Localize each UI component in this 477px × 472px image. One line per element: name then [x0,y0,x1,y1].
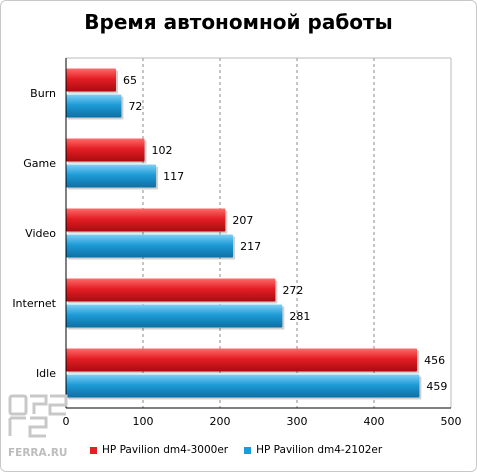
bars [66,68,422,400]
category-label-burn: Burn [30,87,56,100]
bar-internet-series-1 [66,278,276,302]
ferra-logo: FERRA.RU [8,394,68,459]
data-label-burn-2: 72 [128,100,142,113]
bar-burn-series-1 [66,68,117,92]
x-tick-0: 0 [63,415,70,428]
bar-idle-series-1 [66,348,418,372]
data-label-idle-1: 456 [424,354,445,367]
gridlines [66,57,452,409]
x-tick-200: 200 [210,415,231,428]
bar-game-series-1 [66,138,145,162]
data-label-internet-2: 281 [289,310,310,323]
category-labels: Burn Game Video Internet Idle [12,87,56,380]
data-label-game-1: 102 [152,144,173,157]
bar-video-series-1 [66,208,226,232]
x-tick-400: 400 [364,415,385,428]
data-label-game-2: 117 [163,170,184,183]
legend-label-series-1: HP Pavilion dm4-3000er [102,444,229,456]
data-label-video-2: 217 [240,240,261,253]
data-labels: 65 72 102 117 207 217 272 281 456 459 [123,74,447,393]
category-label-game: Game [23,157,56,170]
legend: HP Pavilion dm4-3000er HP Pavilion dm4-2… [90,444,382,456]
category-label-video: Video [25,227,56,240]
legend-item-series-2: HP Pavilion dm4-2102er [244,444,382,456]
chart-title: Время автономной работы [84,10,393,34]
legend-label-series-2: HP Pavilion dm4-2102er [256,444,383,456]
bar-internet-series-2 [66,304,283,328]
data-label-video-1: 207 [232,214,253,227]
bar-video-series-2 [66,234,234,258]
x-tick-300: 300 [287,415,308,428]
bar-idle-series-2 [66,374,420,398]
watermark-text: FERRA.RU [8,447,67,459]
category-label-idle: Idle [36,367,56,380]
legend-item-series-1: HP Pavilion dm4-3000er [90,444,228,456]
bar-burn-series-2 [66,94,122,118]
bar-game-series-2 [66,164,157,188]
data-label-internet-1: 272 [282,284,303,297]
legend-swatch-blue [244,446,252,454]
category-label-internet: Internet [12,297,56,310]
legend-swatch-red [90,446,97,454]
x-tick-labels: 0 100 200 300 400 500 [63,415,462,428]
data-label-idle-2: 459 [426,380,447,393]
data-label-burn-1: 65 [123,74,137,87]
x-tick-500: 500 [441,415,462,428]
x-tick-100: 100 [133,415,154,428]
